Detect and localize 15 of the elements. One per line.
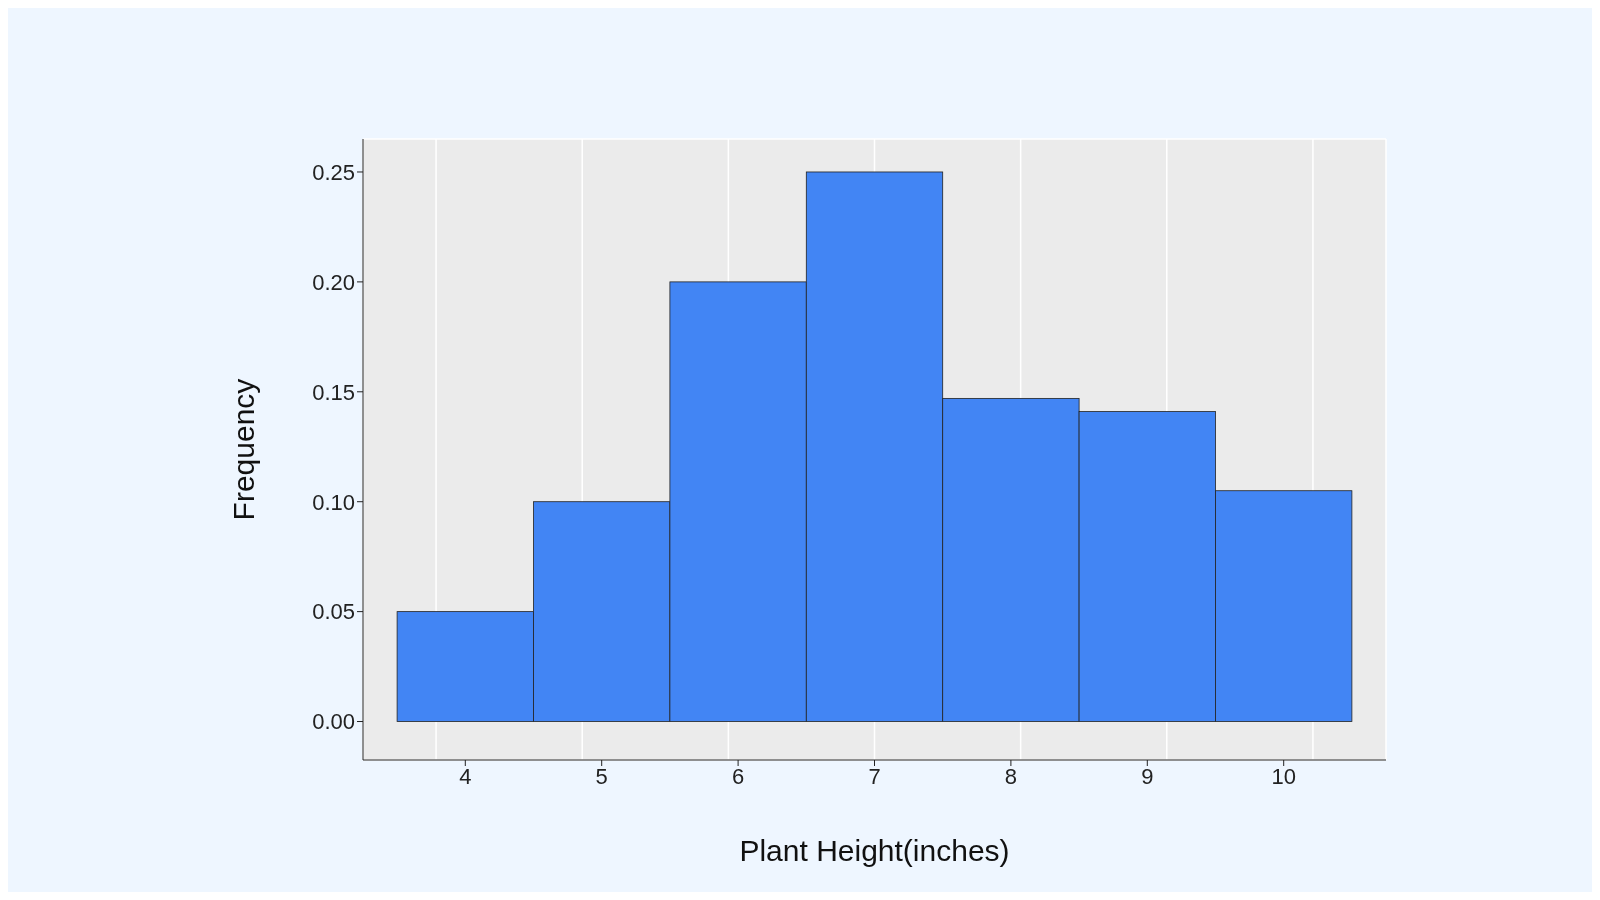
x-tick-label: 4 <box>459 763 472 789</box>
y-tick-label: 0.05 <box>312 599 355 625</box>
y-tick-label: 0.25 <box>312 159 355 185</box>
x-tick-label: 10 <box>1271 763 1296 789</box>
x-tick-label: 8 <box>1004 763 1018 789</box>
y-tick-label: 0.10 <box>312 489 355 515</box>
x-axis-title: Plant Height(inches) <box>739 834 1010 868</box>
y-tick-label: 0.00 <box>312 709 355 735</box>
y-tick-label: 0.15 <box>312 379 355 405</box>
x-tick-label: 5 <box>595 763 608 789</box>
x-tick-label: 7 <box>868 763 881 789</box>
y-axis-title: Frequency <box>226 378 260 521</box>
x-tick-label: 6 <box>731 763 745 789</box>
y-tick-label: 0.20 <box>312 269 355 295</box>
x-tick-label: 9 <box>1141 763 1154 789</box>
